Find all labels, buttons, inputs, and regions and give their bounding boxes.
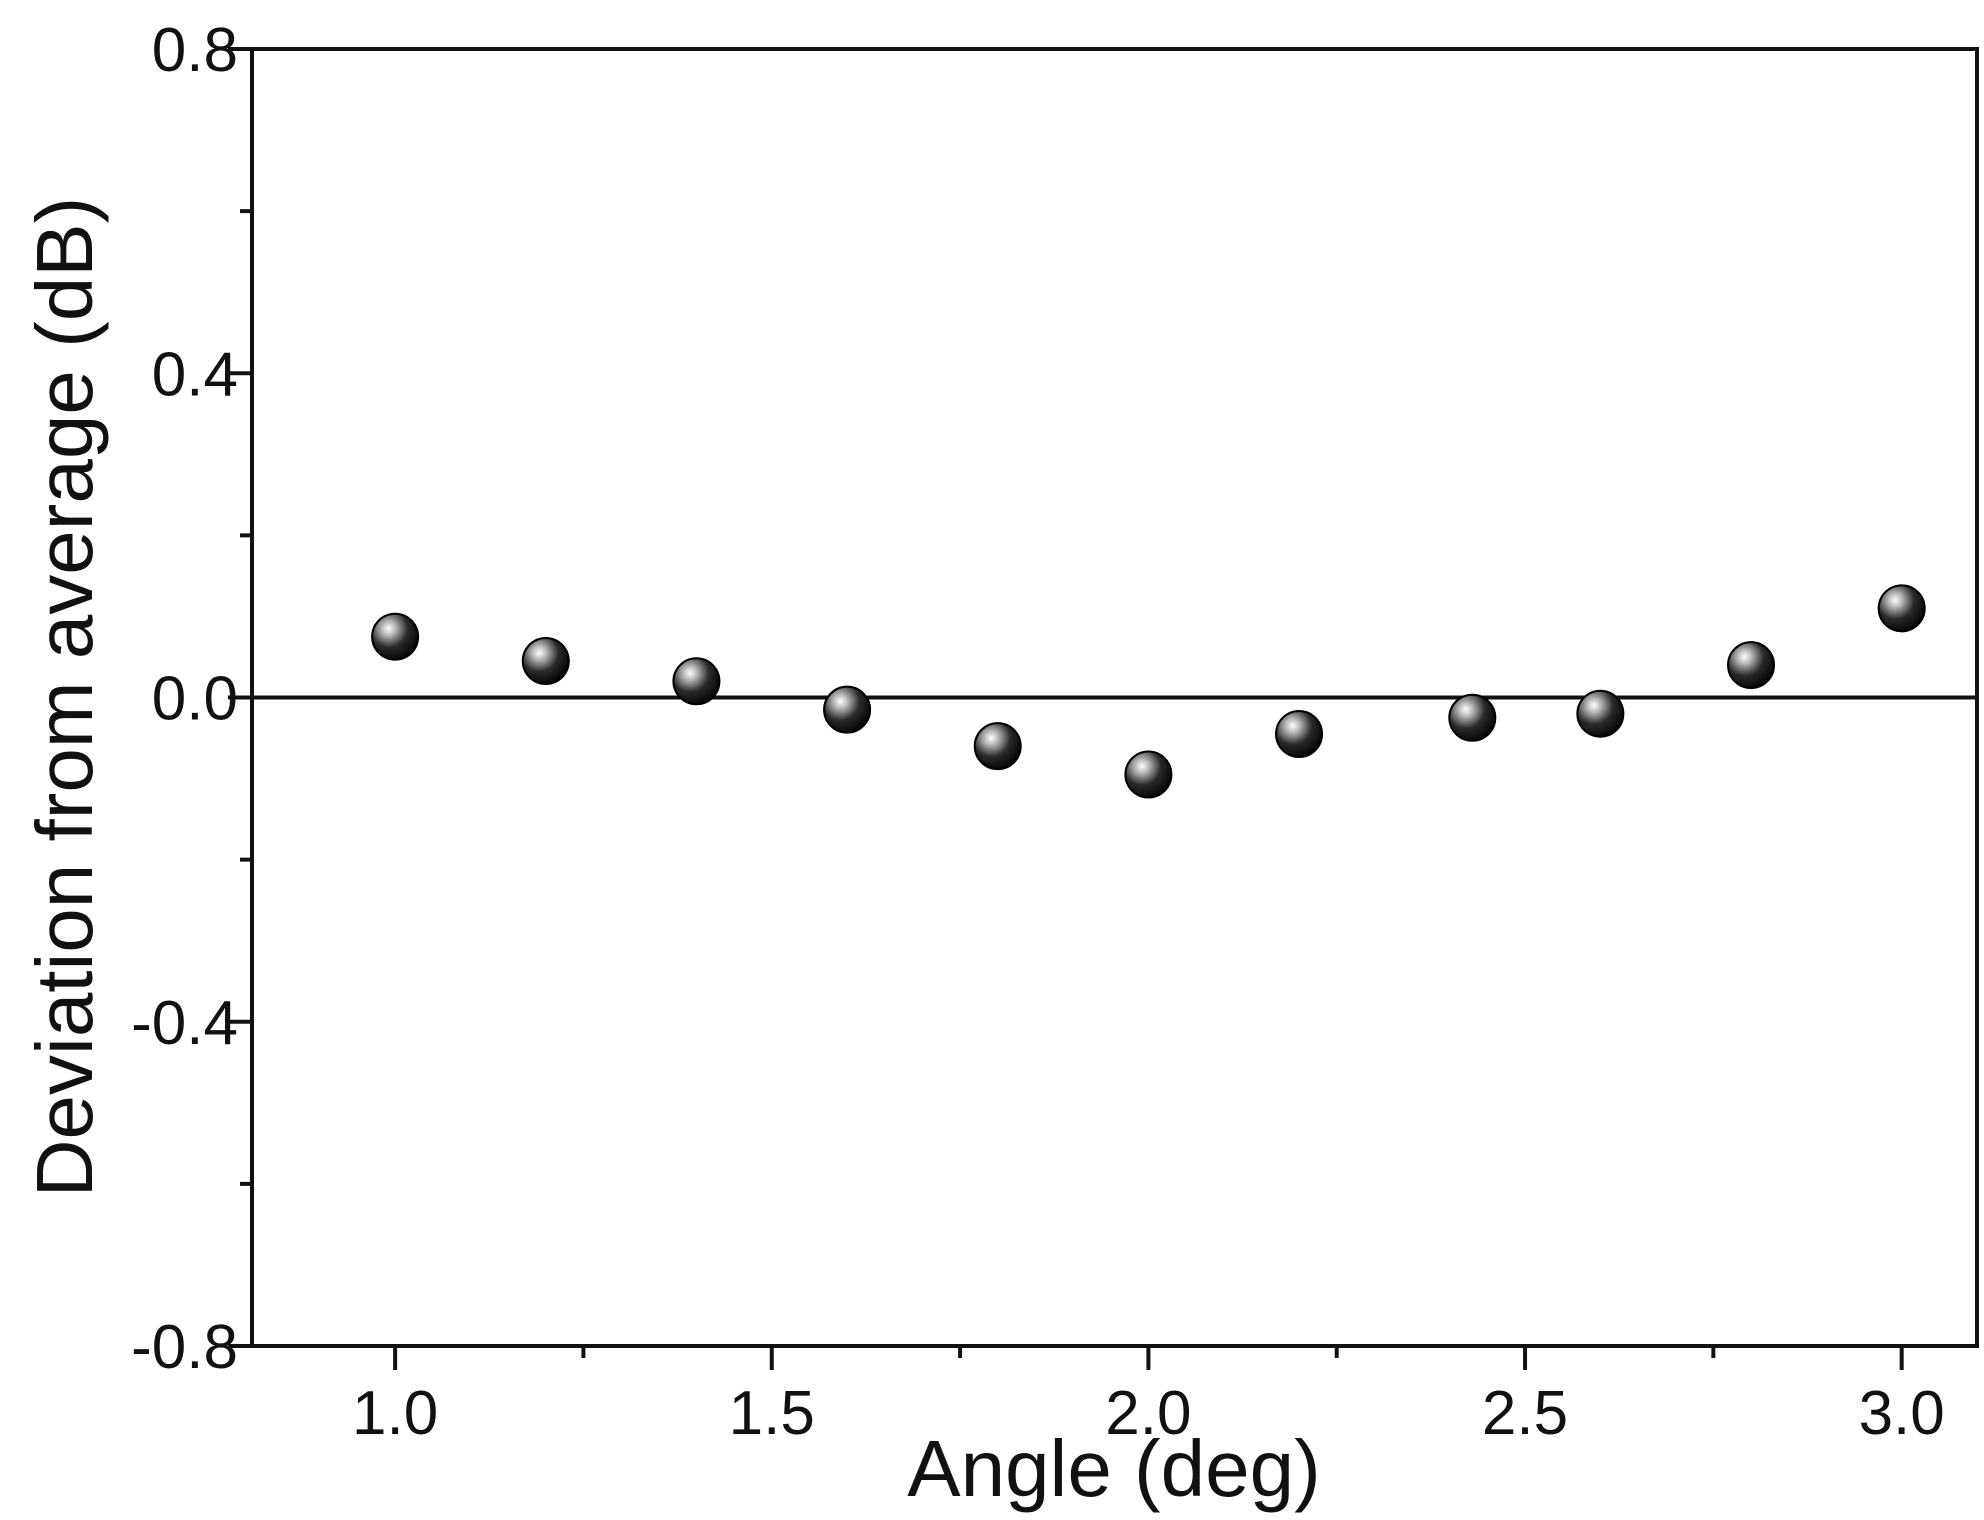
y-tick-label: 0.4 xyxy=(152,340,238,409)
data-point xyxy=(1727,641,1776,690)
data-points xyxy=(371,584,1926,799)
data-point xyxy=(371,612,420,661)
data-point xyxy=(672,657,721,706)
x-tick-label: 1.0 xyxy=(352,1379,438,1448)
data-point xyxy=(1275,709,1324,758)
x-tick-label: 2.5 xyxy=(1482,1379,1568,1448)
axis-ticks xyxy=(228,47,1904,1370)
data-point xyxy=(973,722,1022,771)
y-tick-label: 0.0 xyxy=(152,665,238,734)
y-axis-title: Deviation from average (dB) xyxy=(20,197,109,1197)
data-point xyxy=(521,637,570,686)
y-tick-label: -0.4 xyxy=(131,989,238,1058)
data-point xyxy=(823,685,872,734)
x-axis-title: Angle (deg) xyxy=(907,1424,1321,1513)
x-tick-label: 3.0 xyxy=(1859,1379,1945,1448)
data-point xyxy=(1124,750,1173,799)
y-tick-label: 0.8 xyxy=(152,16,238,85)
data-point xyxy=(1448,693,1497,742)
axis-tick-labels: 1.0 1.5 2.0 2.5 3.0 0.8 0.4 0.0 -0.4 -0.8 xyxy=(131,16,1945,1448)
data-point xyxy=(1576,689,1625,738)
x-tick-label: 1.5 xyxy=(729,1379,815,1448)
y-tick-label: -0.8 xyxy=(131,1313,238,1382)
data-point xyxy=(1877,584,1926,633)
x-tick-label: 2.0 xyxy=(1105,1379,1191,1448)
